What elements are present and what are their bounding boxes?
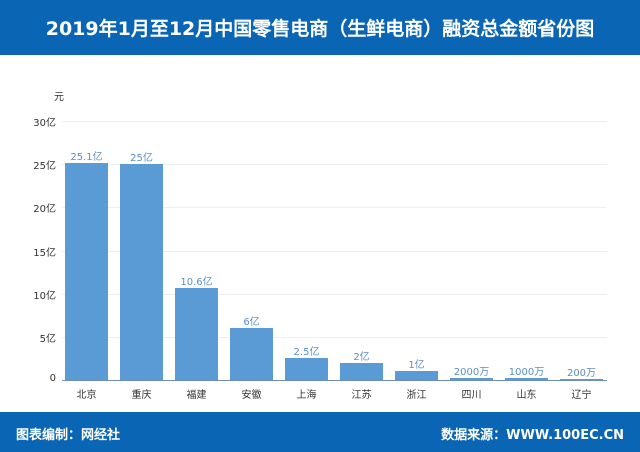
y-tick-label: 0 [49, 373, 56, 384]
x-category-label: 浙江 [406, 390, 427, 401]
chart-title: 2019年1月至12月中国零售电商（生鲜电商）融资总金额省份图 [45, 18, 595, 40]
bar-5 [340, 362, 383, 380]
bar-4 [285, 358, 328, 380]
y-tick-label: 5亿 [39, 334, 56, 345]
compiled-by: 图表编制：网经社 [16, 428, 121, 443]
x-category-label: 重庆 [131, 390, 152, 401]
gridline [62, 164, 607, 165]
gridline [62, 207, 607, 208]
bar-7 [450, 378, 493, 380]
data-source: 数据来源：WWW.100EC.CN [441, 428, 624, 443]
gridline [62, 294, 607, 295]
bar-8 [505, 378, 548, 380]
bar-value-label: 6亿 [243, 317, 260, 329]
y-tick-label: 15亿 [33, 248, 56, 259]
x-category-label: 安徽 [241, 390, 262, 401]
bar-6 [395, 371, 438, 380]
y-tick-label: 30亿 [33, 118, 56, 129]
footer-banner: 图表编制：网经社 数据来源：WWW.100EC.CN [0, 412, 640, 452]
bar-0 [65, 163, 108, 380]
gridline [62, 337, 607, 338]
bar-value-label: 1000万 [508, 367, 545, 378]
bar-value-label: 1亿 [408, 360, 425, 372]
bar-value-label: 25.1亿 [70, 152, 103, 164]
x-category-label: 上海 [296, 390, 317, 401]
bar-2 [175, 288, 218, 380]
bar-value-label: 2.5亿 [293, 347, 320, 359]
x-category-label: 山东 [516, 390, 537, 401]
bar-value-label: 2亿 [353, 351, 370, 363]
x-category-label: 北京 [76, 390, 97, 401]
bar-value-label: 200万 [566, 368, 597, 379]
y-tick-label: 25亿 [33, 161, 56, 172]
gridline [62, 251, 607, 252]
bar-9 [560, 379, 603, 380]
y-tick-label: 20亿 [33, 204, 56, 215]
x-category-label: 辽宁 [571, 390, 592, 401]
x-category-label: 福建 [186, 390, 207, 401]
x-category-label: 四川 [461, 390, 482, 401]
bar-value-label: 25亿 [130, 153, 153, 165]
y-tick-label: 10亿 [33, 291, 56, 302]
x-category-label: 江苏 [351, 390, 372, 401]
title-banner: 2019年1月至12月中国零售电商（生鲜电商）融资总金额省份图 [0, 0, 640, 55]
bar-3 [230, 328, 273, 380]
bar-1 [120, 164, 163, 380]
y-axis-unit: 元 [54, 92, 64, 103]
bar-value-label: 2000万 [453, 367, 490, 379]
x-axis-line [62, 380, 607, 381]
gridline [62, 121, 607, 122]
bar-value-label: 10.6亿 [180, 277, 213, 289]
